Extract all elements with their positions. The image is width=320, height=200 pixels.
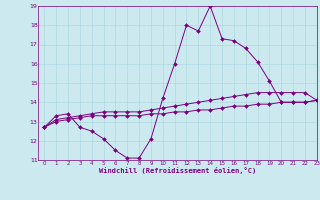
X-axis label: Windchill (Refroidissement éolien,°C): Windchill (Refroidissement éolien,°C) [99, 167, 256, 174]
